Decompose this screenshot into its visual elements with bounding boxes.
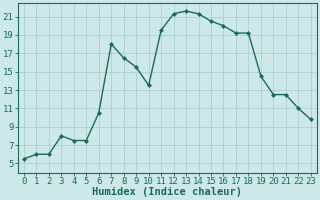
X-axis label: Humidex (Indice chaleur): Humidex (Indice chaleur) — [92, 187, 242, 197]
